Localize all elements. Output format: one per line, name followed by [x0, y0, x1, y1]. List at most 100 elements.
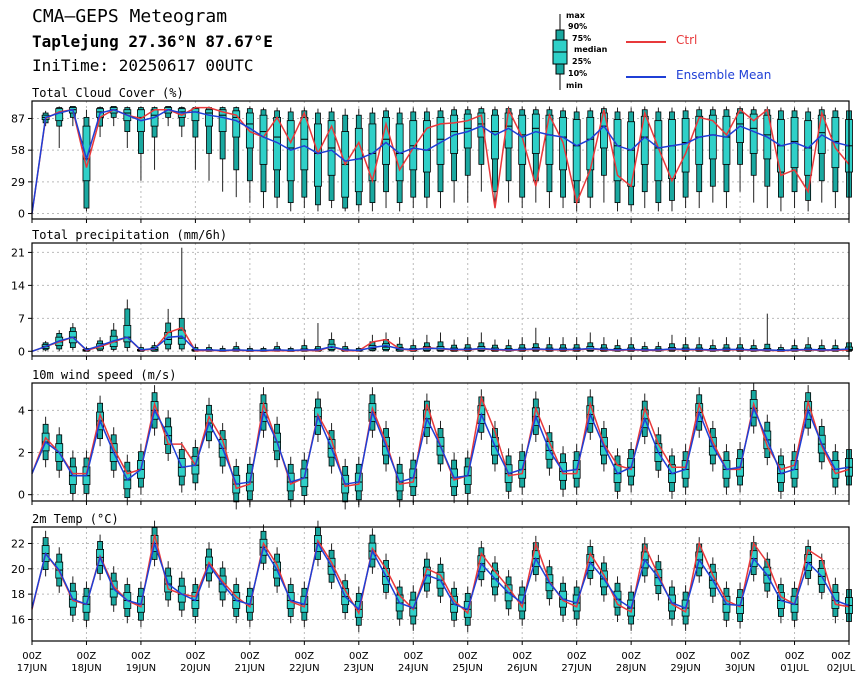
- legend-median: median: [574, 45, 608, 54]
- box-inner: [82, 125, 91, 182]
- x-date-label: 26JUN: [507, 663, 537, 674]
- x-date-label: 21JUN: [235, 663, 265, 674]
- x-hour-label: 00Z: [458, 651, 478, 662]
- init-time-label: IniTime: 20250617 00UTC: [32, 56, 254, 75]
- legend-p25: 25%: [572, 57, 592, 66]
- box-inner: [491, 114, 499, 160]
- box-inner: [708, 114, 717, 160]
- x-date-label: 24JUN: [398, 663, 428, 674]
- cloud-cover-title: Total Cloud Cover (%): [32, 86, 184, 100]
- mean-series-line: [31, 405, 850, 485]
- x-hour-label: 00Z: [295, 651, 315, 662]
- x-date-label: 01JUL: [780, 663, 809, 674]
- x-hour-label: 00Z: [621, 651, 641, 662]
- box-inner: [477, 112, 486, 138]
- x-date-label: 22JUN: [289, 663, 319, 674]
- y-tick-label: 4: [18, 404, 25, 417]
- box-inner: [232, 110, 241, 138]
- precipitation-frame: [31, 242, 850, 357]
- y-tick-label: 21: [11, 246, 25, 259]
- box-inner: [422, 120, 431, 173]
- box-outer: [233, 107, 240, 171]
- temperature-panel: 2m Temp (°C) 16 18 20 22: [11, 512, 853, 645]
- temperature-title: 2m Temp (°C): [32, 512, 119, 526]
- box-outer: [219, 107, 226, 160]
- x-hour-label: 00Z: [676, 651, 696, 662]
- y-tick-label: 7: [18, 312, 25, 325]
- x-axis-labels: 00Z17JUN00Z18JUN00Z19JUN00Z20JUN00Z21JUN…: [17, 651, 856, 674]
- box-outer: [764, 343, 771, 352]
- x-hour-label: 00Z: [22, 651, 42, 662]
- station-label: Taplejung 27.36°N 87.67°E: [32, 32, 273, 51]
- y-tick-label: 18: [11, 588, 25, 601]
- box-inner: [572, 119, 581, 182]
- x-date-label: 18JUN: [71, 663, 101, 674]
- box-outer: [301, 345, 308, 352]
- box-inner: [654, 120, 663, 182]
- mean-series-line: [31, 335, 850, 353]
- mean-series-line: [31, 540, 850, 611]
- cloud-cover-frame: [31, 100, 850, 220]
- y-tick-label: 0: [18, 489, 25, 502]
- box-inner: [314, 123, 322, 187]
- box-inner: [55, 108, 64, 122]
- legend-ctrl-label: Ctrl: [676, 33, 698, 47]
- box-inner: [123, 324, 132, 343]
- x-hour-label: 00Z: [831, 651, 851, 662]
- x-date-label: 29JUN: [670, 663, 700, 674]
- legend-mean-label: Ensemble Mean: [676, 68, 772, 82]
- x-date-label: 30JUN: [725, 663, 755, 674]
- x-hour-label: 00Z: [512, 651, 532, 662]
- y-tick-label: 87: [11, 112, 25, 125]
- precipitation-panel: Total precipitation (mm/6h) 0 7 14 21: [11, 228, 853, 360]
- box-inner: [531, 113, 540, 154]
- box-inner: [259, 114, 268, 165]
- y-tick-label: 58: [11, 144, 25, 157]
- box-inner: [218, 109, 227, 132]
- box-inner: [191, 108, 200, 122]
- x-hour-label: 00Z: [186, 651, 206, 662]
- x-hour-label: 00Z: [240, 651, 260, 662]
- x-hour-label: 00Z: [131, 651, 151, 662]
- x-date-label: 19JUN: [126, 663, 156, 674]
- temperature-frame: [31, 526, 850, 642]
- x-hour-label: 00Z: [785, 651, 805, 662]
- box-inner: [668, 119, 676, 179]
- precipitation-title: Total precipitation (mm/6h): [32, 228, 227, 242]
- y-tick-label: 14: [11, 279, 25, 292]
- x-date-label: 27JUN: [561, 663, 591, 674]
- box-inner: [722, 115, 731, 165]
- legend-p10: 10%: [568, 69, 588, 78]
- y-tick-label: 20: [11, 563, 25, 576]
- ctrl-series-line: [31, 534, 850, 616]
- legend-min: min: [566, 81, 583, 90]
- cloud-cover-panel: Total Cloud Cover (%) 0 29 58 87: [11, 86, 853, 223]
- x-date-label: 23JUN: [344, 663, 374, 674]
- x-hour-label: 00Z: [349, 651, 369, 662]
- wind-speed-title: 10m wind speed (m/s): [32, 368, 177, 382]
- wind-speed-panel: 10m wind speed (m/s) 0 2 4: [18, 368, 853, 510]
- legend-box-icon: [552, 14, 568, 90]
- mean-series-line: [31, 108, 850, 214]
- x-hour-label: 00Z: [567, 651, 587, 662]
- x-date-label: 20JUN: [180, 663, 210, 674]
- legend-p75: 75%: [572, 34, 592, 43]
- legend-max: max: [566, 11, 585, 20]
- legend-ctrl-line: [626, 41, 666, 43]
- x-date-label: 25JUN: [452, 663, 482, 674]
- y-tick-label: 0: [18, 345, 25, 358]
- y-tick-label: 0: [18, 208, 25, 221]
- x-hour-label: 00Z: [77, 651, 97, 662]
- legend-mean-line: [626, 76, 666, 78]
- x-date-label: 02JUL: [827, 663, 856, 674]
- legend-p90: 90%: [568, 22, 588, 31]
- box-inner: [545, 114, 554, 165]
- y-tick-label: 2: [18, 447, 25, 460]
- wind-speed-frame: [31, 382, 850, 502]
- box-inner: [300, 116, 309, 171]
- page-title: CMA—GEPS Meteogram: [32, 6, 228, 27]
- x-hour-label: 00Z: [730, 651, 750, 662]
- y-tick-label: 22: [11, 537, 25, 550]
- x-hour-label: 00Z: [403, 651, 423, 662]
